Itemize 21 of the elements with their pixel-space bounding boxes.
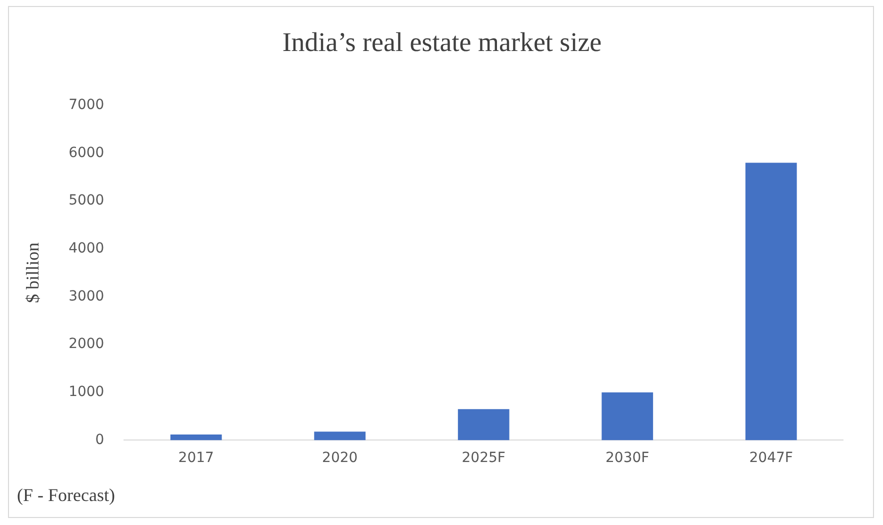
text: (F - Forecast) xyxy=(17,485,115,506)
y-tick-label: 1000 xyxy=(68,384,104,400)
y-tick-label: 6000 xyxy=(68,144,104,161)
x-tick-label: 2017 xyxy=(178,450,214,466)
y-tick-label: 2000 xyxy=(68,336,104,352)
bar xyxy=(170,434,222,440)
y-tick-label: 0 xyxy=(95,432,104,448)
x-tick-label: 2030F xyxy=(606,450,650,466)
y-tick-label: 5000 xyxy=(68,192,104,209)
bar xyxy=(602,392,654,440)
x-tick-label: 2020 xyxy=(322,450,358,466)
y-tick-label: 3000 xyxy=(68,288,104,304)
bar xyxy=(458,409,510,440)
y-tick-label: 4000 xyxy=(68,240,104,257)
y-axis-title: $ billion xyxy=(22,242,43,304)
chart-title: India’s real estate market size xyxy=(281,27,603,58)
bar xyxy=(745,162,797,440)
x-tick-label: 2025F xyxy=(462,450,506,466)
bar xyxy=(314,432,366,440)
x-tick-label: 2047F xyxy=(749,450,793,466)
y-tick-label: 7000 xyxy=(68,97,104,114)
